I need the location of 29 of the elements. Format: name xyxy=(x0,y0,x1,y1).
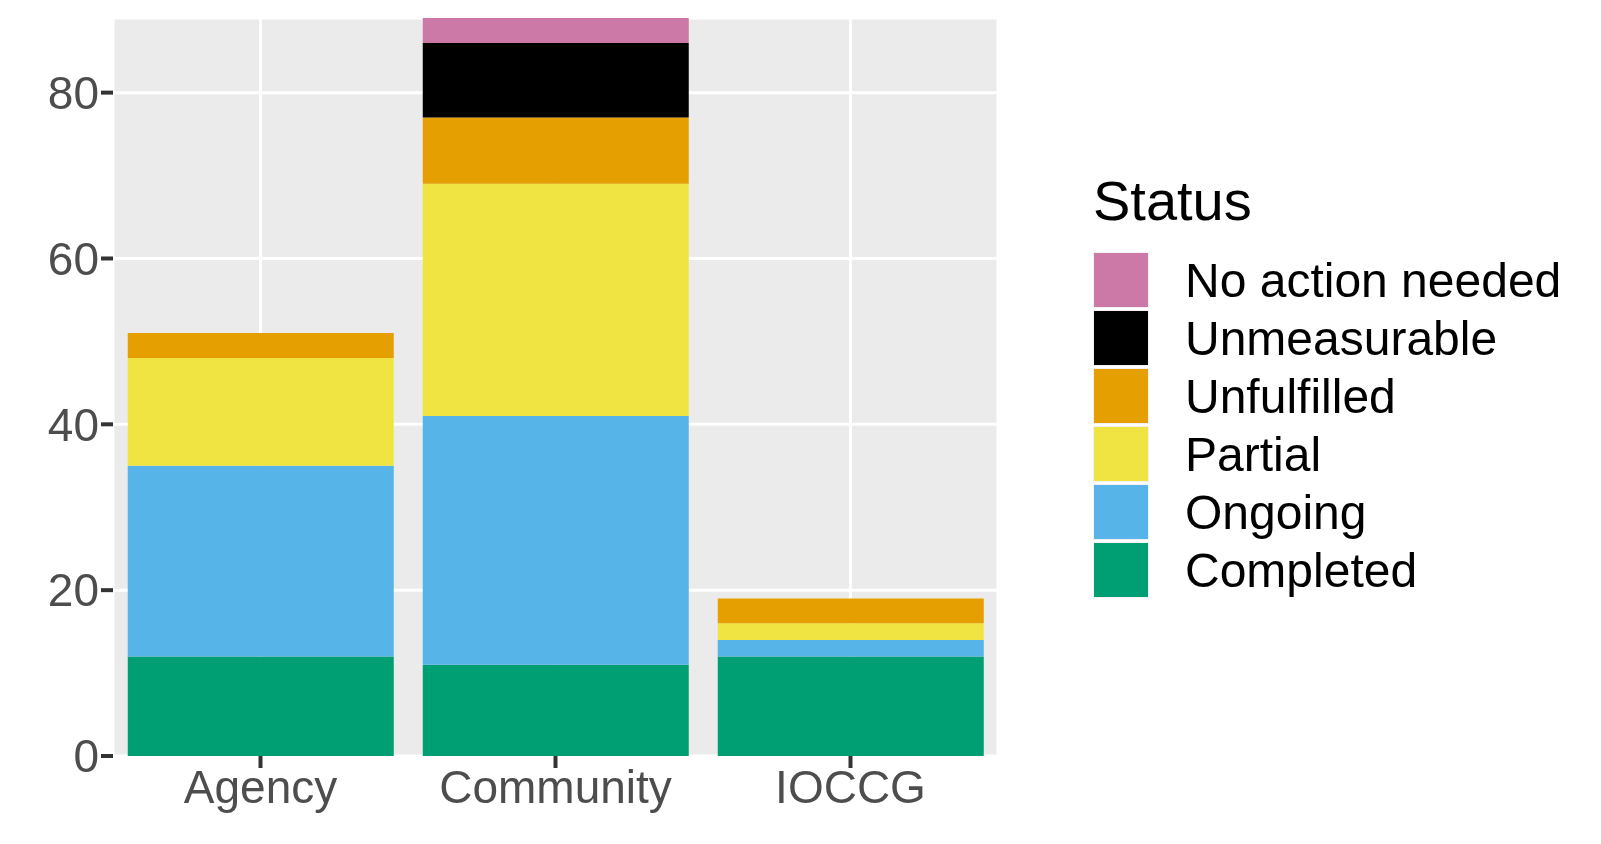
legend-label: Unfulfilled xyxy=(1185,368,1396,424)
bar xyxy=(717,623,984,640)
x-tick-label: Agency xyxy=(183,760,338,813)
y-tick-label: 40 xyxy=(47,398,99,451)
legend-label: Partial xyxy=(1185,426,1322,482)
legend-label: Unmeasurable xyxy=(1185,310,1498,366)
legend-label: Ongoing xyxy=(1185,484,1367,540)
y-tick-label: 80 xyxy=(47,66,99,119)
bar xyxy=(422,117,689,184)
bar xyxy=(422,183,689,417)
x-tick-label: IOCCG xyxy=(775,760,926,813)
bar xyxy=(717,639,984,657)
bar xyxy=(127,333,394,358)
bar xyxy=(422,42,689,118)
bar xyxy=(422,18,689,43)
bar xyxy=(422,416,689,665)
legend-label: Completed xyxy=(1185,542,1418,598)
bar xyxy=(717,598,984,624)
y-tick-label: 20 xyxy=(47,564,99,617)
y-tick-label: 60 xyxy=(47,232,99,285)
bar xyxy=(127,357,394,466)
legend-title: Status xyxy=(1093,168,1253,233)
y-tick-label: 0 xyxy=(73,730,99,783)
bar xyxy=(127,656,394,756)
bar xyxy=(717,656,984,756)
x-tick-label: Community xyxy=(439,760,672,813)
bar xyxy=(127,465,394,657)
bar xyxy=(422,664,689,756)
legend-label: No action needed xyxy=(1185,252,1562,308)
